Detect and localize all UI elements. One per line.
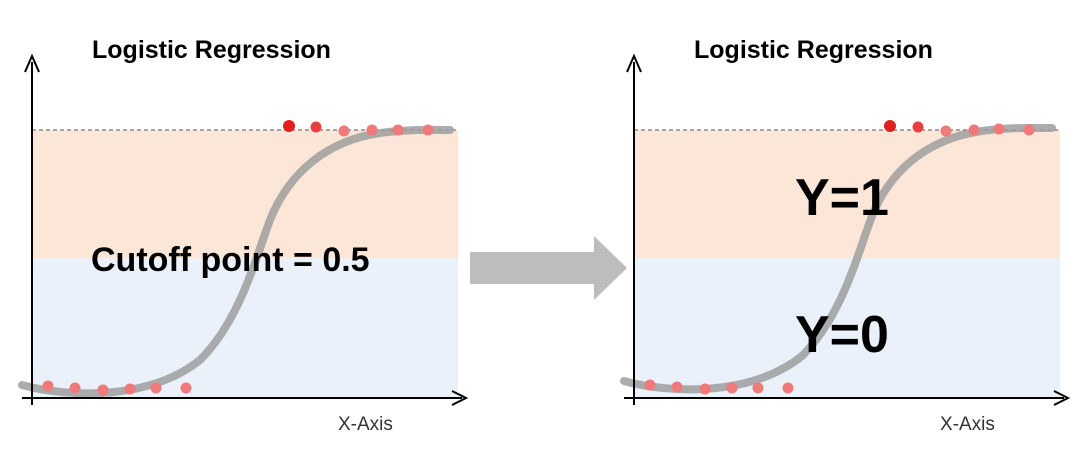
data-point — [1023, 124, 1035, 136]
region-label-y0: Y=0 — [795, 306, 889, 364]
data-point — [699, 383, 711, 395]
right-panel: Logistic Regression X-Axis Y=1 Y=0 — [620, 36, 1071, 435]
data-point — [671, 381, 683, 393]
data-point — [310, 121, 322, 133]
right-x-axis-arrowhead — [1053, 390, 1071, 406]
data-point — [422, 124, 434, 136]
data-point — [124, 383, 136, 395]
left-y-axis-arrowhead — [24, 53, 40, 73]
data-point — [993, 123, 1005, 135]
left-upper-band — [32, 130, 458, 258]
data-point — [150, 382, 162, 394]
data-point — [912, 121, 924, 133]
right-y-axis-arrowhead — [626, 53, 642, 73]
data-point — [338, 125, 350, 137]
right-upper-band — [634, 130, 1060, 258]
right-x-axis-label: X-Axis — [940, 414, 995, 435]
data-point — [42, 380, 54, 392]
data-point — [69, 382, 81, 394]
data-point — [940, 125, 952, 137]
transition-arrow-icon — [470, 236, 627, 300]
data-point — [392, 124, 404, 136]
left-x-axis-arrowhead — [451, 390, 469, 406]
right-data-points — [644, 120, 1035, 395]
left-panel-title: Logistic Regression — [92, 36, 331, 64]
left-panel: Logistic Regression X-Axis Cutoff point … — [18, 36, 469, 435]
cutoff-annotation: Cutoff point = 0.5 — [91, 241, 370, 279]
data-point — [644, 379, 656, 391]
data-point — [726, 382, 738, 394]
data-point — [283, 120, 295, 132]
data-point — [884, 120, 896, 132]
region-label-y1: Y=1 — [795, 169, 889, 227]
right-panel-title: Logistic Regression — [694, 36, 933, 64]
left-x-axis-label: X-Axis — [338, 414, 393, 435]
data-point — [180, 382, 192, 394]
data-point — [366, 124, 378, 136]
data-point — [968, 124, 980, 136]
left-data-points — [42, 120, 434, 396]
data-point — [97, 384, 109, 396]
data-point — [782, 382, 794, 394]
data-point — [752, 382, 764, 394]
